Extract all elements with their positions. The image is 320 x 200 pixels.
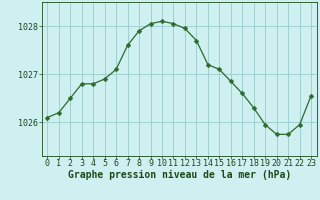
- X-axis label: Graphe pression niveau de la mer (hPa): Graphe pression niveau de la mer (hPa): [68, 170, 291, 180]
